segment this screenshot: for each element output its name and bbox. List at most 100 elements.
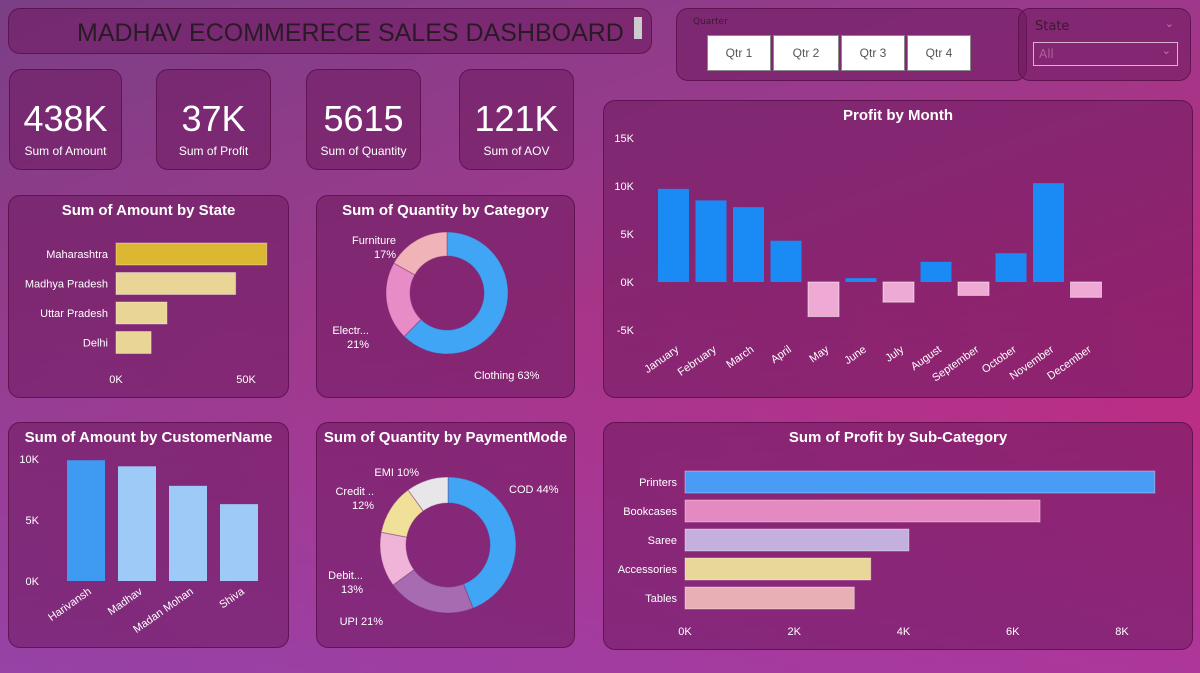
bar <box>115 301 168 325</box>
kpi-label: Sum of AOV <box>483 144 550 158</box>
category-label: Tables <box>645 593 677 605</box>
slice-label: 17% <box>374 249 396 261</box>
slice-label: COD 44% <box>509 484 559 496</box>
x-tick-label: 8K <box>1115 626 1129 638</box>
category-label: February <box>676 343 719 378</box>
bar <box>67 460 105 581</box>
chart-title: Profit by Month <box>843 107 953 124</box>
chart-amount-by-state: Sum of Amount by State Maharashtra Madhya… <box>8 195 289 398</box>
chart-quantity-by-category: Sum of Quantity by Category Clothing 63%… <box>316 195 575 398</box>
category-label: May <box>807 343 831 365</box>
chart-title: Sum of Amount by CustomerName <box>24 429 273 446</box>
state-dropdown-value: All <box>1039 47 1054 61</box>
kpi-card-profit: 37K Sum of Profit <box>156 69 271 170</box>
bar <box>845 278 877 282</box>
category-label: March <box>724 344 756 371</box>
y-tick-label: 10K <box>614 181 634 193</box>
x-tick-label: 50K <box>236 374 256 386</box>
x-tick-label: 0K <box>109 374 123 386</box>
kpi-value: 5615 <box>323 98 404 139</box>
chart-profit-by-subcategory: Sum of Profit by Sub-Category Printers Bo… <box>603 422 1193 650</box>
bar <box>770 240 802 282</box>
category-label: Uttar Pradesh <box>40 308 108 320</box>
x-tick-label: 4K <box>897 626 911 638</box>
y-tick-label: 0K <box>26 576 40 588</box>
chevron-down-icon[interactable]: ⌄ <box>1164 17 1174 30</box>
kpi-value: 37K <box>181 98 246 139</box>
y-tick-label: -5K <box>617 325 635 337</box>
subcategory-bar-chart: Printers Bookcases Saree Accessories Tables 0… <box>618 470 1156 638</box>
slice-label: Debit... <box>328 570 363 582</box>
category-label: April <box>769 344 794 366</box>
x-tick-label: 0K <box>678 626 692 638</box>
donut-slice <box>407 476 449 512</box>
kpi-value: 438K <box>23 98 108 139</box>
state-slicer-label: State <box>1035 19 1070 34</box>
kpi-card-aov: 121K Sum of AOV <box>459 69 574 170</box>
chart-title: Sum of Profit by Sub-Category <box>788 429 1008 446</box>
kpi-value: 121K <box>474 98 559 139</box>
qtr-3-button[interactable]: Qtr 3 <box>841 35 905 71</box>
bar <box>1070 281 1102 298</box>
bar <box>115 242 268 266</box>
slice-label: EMI 10% <box>374 467 419 479</box>
page-title: MADHAV ECOMMERECE SALES DASHBOARD <box>77 19 624 47</box>
bar <box>115 331 152 354</box>
y-tick-label: 5K <box>26 515 40 527</box>
bar <box>118 466 156 581</box>
donut-slice <box>392 568 474 614</box>
bar <box>920 261 952 282</box>
bar <box>115 272 237 295</box>
slice-label: 21% <box>347 339 369 351</box>
category-label: Accessories <box>618 564 678 576</box>
slice-label: Clothing 63% <box>474 370 540 382</box>
category-label: Harivansh <box>46 586 93 624</box>
donut-slice <box>447 476 517 609</box>
qtr-2-button[interactable]: Qtr 2 <box>773 35 839 71</box>
bar <box>684 528 910 552</box>
category-label: Madhya Pradesh <box>25 279 108 291</box>
bar <box>882 281 915 303</box>
category-label: Shiva <box>217 585 247 611</box>
scrollbar-handle[interactable] <box>634 17 642 39</box>
bar <box>169 485 207 581</box>
y-tick-label: 0K <box>621 277 635 289</box>
donut-slice <box>403 231 509 355</box>
bar <box>695 200 727 282</box>
category-label: Madhav <box>106 585 145 618</box>
bar <box>1033 183 1064 282</box>
slice-label: Furniture <box>352 235 396 247</box>
bar <box>957 281 990 296</box>
bar <box>684 586 855 610</box>
y-tick-label: 15K <box>614 133 634 145</box>
bar <box>733 207 764 282</box>
qtr-1-button[interactable]: Qtr 1 <box>707 35 771 71</box>
y-tick-label: 5K <box>621 229 635 241</box>
bar <box>995 253 1027 282</box>
chart-title: Sum of Quantity by Category <box>342 202 549 219</box>
qtr-4-button[interactable]: Qtr 4 <box>907 35 971 71</box>
quarter-slicer: Quarter Qtr 1 Qtr 2 Qtr 3 Qtr 4 <box>676 8 1027 81</box>
chart-amount-by-customer: Sum of Amount by CustomerName Harivansh M… <box>8 422 289 648</box>
bar <box>220 504 258 581</box>
slice-label: 13% <box>341 584 363 596</box>
slice-label: 12% <box>352 500 374 512</box>
donut-slice <box>393 231 448 276</box>
kpi-label: Sum of Quantity <box>320 144 407 158</box>
bar <box>658 188 689 282</box>
chart-profit-by-month: Profit by Month January February March Apri… <box>603 100 1193 398</box>
state-bar-chart: Maharashtra Madhya Pradesh Uttar Pradesh De… <box>25 242 268 386</box>
state-dropdown[interactable]: All ⌄ <box>1033 42 1178 66</box>
donut-slice <box>385 262 422 338</box>
state-slicer: State ⌄ All ⌄ <box>1018 8 1191 81</box>
payment-donut-chart: COD 44% UPI 21% Debit... 13% Credit .. 12% EM… <box>328 467 559 628</box>
kpi-label: Sum of Profit <box>178 144 249 158</box>
chevron-down-icon: ⌄ <box>1161 44 1171 57</box>
y-tick-label: 10K <box>19 454 39 466</box>
x-tick-label: 2K <box>788 626 802 638</box>
kpi-card-quantity: 5615 Sum of Quantity <box>306 69 421 170</box>
category-label: Delhi <box>83 338 108 350</box>
bar <box>684 470 1156 494</box>
